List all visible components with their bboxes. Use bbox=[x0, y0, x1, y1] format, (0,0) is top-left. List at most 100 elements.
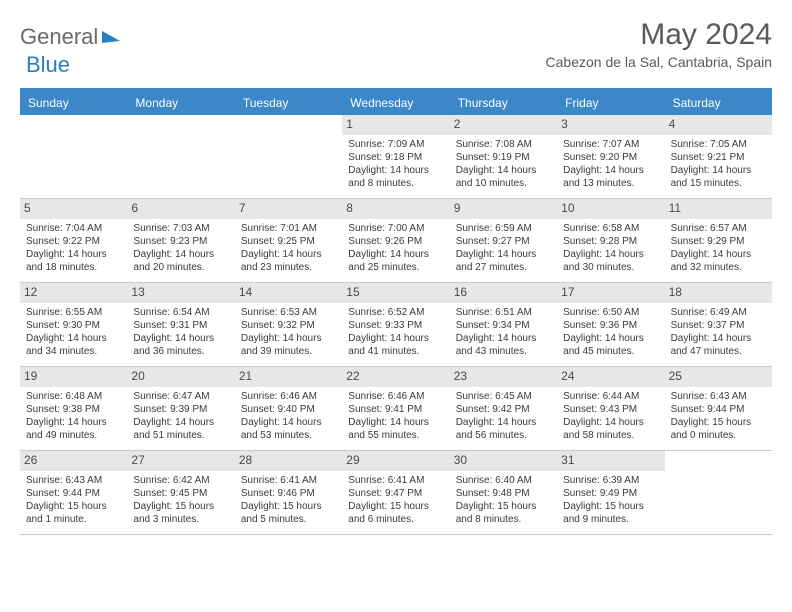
day-cell: 21 Sunrise: 6:46 AMSunset: 9:40 PMDayligh… bbox=[235, 367, 342, 451]
day-details: Sunrise: 7:07 AMSunset: 9:20 PMDaylight:… bbox=[563, 138, 658, 190]
day-number: 29 bbox=[342, 451, 449, 471]
day-cell bbox=[235, 115, 342, 199]
day-cell: 2 Sunrise: 7:08 AMSunset: 9:19 PMDaylight… bbox=[450, 115, 557, 199]
day-details: Sunrise: 6:40 AMSunset: 9:48 PMDaylight:… bbox=[456, 474, 551, 526]
day-cell: 11 Sunrise: 6:57 AMSunset: 9:29 PMDayligh… bbox=[665, 199, 772, 283]
day-details: Sunrise: 7:04 AMSunset: 9:22 PMDaylight:… bbox=[26, 222, 121, 274]
day-number: 21 bbox=[235, 367, 342, 387]
day-details: Sunrise: 6:41 AMSunset: 9:46 PMDaylight:… bbox=[241, 474, 336, 526]
day-number: 18 bbox=[665, 283, 772, 303]
day-cell: 29 Sunrise: 6:41 AMSunset: 9:47 PMDayligh… bbox=[342, 451, 449, 535]
day-cell: 24 Sunrise: 6:44 AMSunset: 9:43 PMDayligh… bbox=[557, 367, 664, 451]
day-number: 8 bbox=[342, 199, 449, 219]
day-cell: 10 Sunrise: 6:58 AMSunset: 9:28 PMDayligh… bbox=[557, 199, 664, 283]
day-number: 26 bbox=[20, 451, 127, 471]
day-details: Sunrise: 6:39 AMSunset: 9:49 PMDaylight:… bbox=[563, 474, 658, 526]
day-details: Sunrise: 6:53 AMSunset: 9:32 PMDaylight:… bbox=[241, 306, 336, 358]
calendar: SundayMondayTuesdayWednesdayThursdayFrid… bbox=[20, 88, 772, 535]
col-header: Tuesday bbox=[235, 91, 342, 115]
week-row: 26 Sunrise: 6:43 AMSunset: 9:44 PMDayligh… bbox=[20, 451, 772, 535]
day-number: 22 bbox=[342, 367, 449, 387]
weeks-container: 1 Sunrise: 7:09 AMSunset: 9:18 PMDaylight… bbox=[20, 115, 772, 535]
col-header: Saturday bbox=[665, 91, 772, 115]
day-cell: 23 Sunrise: 6:45 AMSunset: 9:42 PMDayligh… bbox=[450, 367, 557, 451]
day-details: Sunrise: 6:44 AMSunset: 9:43 PMDaylight:… bbox=[563, 390, 658, 442]
day-details: Sunrise: 6:49 AMSunset: 9:37 PMDaylight:… bbox=[671, 306, 766, 358]
day-details: Sunrise: 7:03 AMSunset: 9:23 PMDaylight:… bbox=[133, 222, 228, 274]
logo-word2: Blue bbox=[26, 52, 70, 78]
day-number: 6 bbox=[127, 199, 234, 219]
day-number: 9 bbox=[450, 199, 557, 219]
day-cell: 18 Sunrise: 6:49 AMSunset: 9:37 PMDayligh… bbox=[665, 283, 772, 367]
col-header: Monday bbox=[127, 91, 234, 115]
day-cell: 4Sunrise: 7:05 AMSunset: 9:21 PMDaylight… bbox=[665, 115, 772, 199]
day-cell: 22 Sunrise: 6:46 AMSunset: 9:41 PMDayligh… bbox=[342, 367, 449, 451]
day-details: Sunrise: 6:50 AMSunset: 9:36 PMDaylight:… bbox=[563, 306, 658, 358]
day-cell bbox=[665, 451, 772, 535]
day-cell: 3Sunrise: 7:07 AMSunset: 9:20 PMDaylight… bbox=[557, 115, 664, 199]
day-details: Sunrise: 6:59 AMSunset: 9:27 PMDaylight:… bbox=[456, 222, 551, 274]
day-cell: 28Sunrise: 6:41 AMSunset: 9:46 PMDayligh… bbox=[235, 451, 342, 535]
col-header: Friday bbox=[557, 91, 664, 115]
day-cell: 1 Sunrise: 7:09 AMSunset: 9:18 PMDaylight… bbox=[342, 115, 449, 199]
page-title: May 2024 bbox=[546, 18, 772, 52]
day-number: 30 bbox=[450, 451, 557, 471]
location: Cabezon de la Sal, Cantabria, Spain bbox=[546, 54, 772, 70]
day-number: 17 bbox=[557, 283, 664, 303]
day-number: 24 bbox=[557, 367, 664, 387]
day-details: Sunrise: 6:48 AMSunset: 9:38 PMDaylight:… bbox=[26, 390, 121, 442]
day-details: Sunrise: 6:43 AMSunset: 9:44 PMDaylight:… bbox=[26, 474, 121, 526]
week-row: 19 Sunrise: 6:48 AMSunset: 9:38 PMDayligh… bbox=[20, 367, 772, 451]
col-header: Sunday bbox=[20, 91, 127, 115]
day-number: 19 bbox=[20, 367, 127, 387]
day-number: 25 bbox=[665, 367, 772, 387]
day-cell: 13Sunrise: 6:54 AMSunset: 9:31 PMDayligh… bbox=[127, 283, 234, 367]
day-details: Sunrise: 6:42 AMSunset: 9:45 PMDaylight:… bbox=[133, 474, 228, 526]
col-header: Wednesday bbox=[342, 91, 449, 115]
day-number: 7 bbox=[235, 199, 342, 219]
day-number: 20 bbox=[127, 367, 234, 387]
day-details: Sunrise: 7:00 AMSunset: 9:26 PMDaylight:… bbox=[348, 222, 443, 274]
day-number: 2 bbox=[450, 115, 557, 135]
day-details: Sunrise: 6:57 AMSunset: 9:29 PMDaylight:… bbox=[671, 222, 766, 274]
day-details: Sunrise: 7:08 AMSunset: 9:19 PMDaylight:… bbox=[456, 138, 551, 190]
day-details: Sunrise: 6:47 AMSunset: 9:39 PMDaylight:… bbox=[133, 390, 228, 442]
day-number: 16 bbox=[450, 283, 557, 303]
logo: General bbox=[20, 24, 120, 50]
day-number: 11 bbox=[665, 199, 772, 219]
day-cell: 14 Sunrise: 6:53 AMSunset: 9:32 PMDayligh… bbox=[235, 283, 342, 367]
header-row: SundayMondayTuesdayWednesdayThursdayFrid… bbox=[20, 91, 772, 115]
day-details: Sunrise: 6:46 AMSunset: 9:40 PMDaylight:… bbox=[241, 390, 336, 442]
day-details: Sunrise: 6:43 AMSunset: 9:44 PMDaylight:… bbox=[671, 390, 766, 442]
day-details: Sunrise: 6:45 AMSunset: 9:42 PMDaylight:… bbox=[456, 390, 551, 442]
day-cell: 15 Sunrise: 6:52 AMSunset: 9:33 PMDayligh… bbox=[342, 283, 449, 367]
day-cell: 30 Sunrise: 6:40 AMSunset: 9:48 PMDayligh… bbox=[450, 451, 557, 535]
day-number: 4 bbox=[665, 115, 772, 135]
col-header: Thursday bbox=[450, 91, 557, 115]
day-number: 1 bbox=[342, 115, 449, 135]
day-number: 27 bbox=[127, 451, 234, 471]
day-cell: 26 Sunrise: 6:43 AMSunset: 9:44 PMDayligh… bbox=[20, 451, 127, 535]
day-cell: 7Sunrise: 7:01 AMSunset: 9:25 PMDaylight… bbox=[235, 199, 342, 283]
day-cell: 5 Sunrise: 7:04 AMSunset: 9:22 PMDaylight… bbox=[20, 199, 127, 283]
day-cell: 25 Sunrise: 6:43 AMSunset: 9:44 PMDayligh… bbox=[665, 367, 772, 451]
day-details: Sunrise: 6:41 AMSunset: 9:47 PMDaylight:… bbox=[348, 474, 443, 526]
day-number: 5 bbox=[20, 199, 127, 219]
day-number: 10 bbox=[557, 199, 664, 219]
day-details: Sunrise: 6:52 AMSunset: 9:33 PMDaylight:… bbox=[348, 306, 443, 358]
day-details: Sunrise: 7:09 AMSunset: 9:18 PMDaylight:… bbox=[348, 138, 443, 190]
day-number: 15 bbox=[342, 283, 449, 303]
day-cell: 19 Sunrise: 6:48 AMSunset: 9:38 PMDayligh… bbox=[20, 367, 127, 451]
day-cell bbox=[127, 115, 234, 199]
day-number: 14 bbox=[235, 283, 342, 303]
day-cell: 8 Sunrise: 7:00 AMSunset: 9:26 PMDaylight… bbox=[342, 199, 449, 283]
day-cell: 6 Sunrise: 7:03 AMSunset: 9:23 PMDaylight… bbox=[127, 199, 234, 283]
day-number: 13 bbox=[127, 283, 234, 303]
day-number: 23 bbox=[450, 367, 557, 387]
day-details: Sunrise: 6:46 AMSunset: 9:41 PMDaylight:… bbox=[348, 390, 443, 442]
day-cell: 12Sunrise: 6:55 AMSunset: 9:30 PMDayligh… bbox=[20, 283, 127, 367]
week-row: 5 Sunrise: 7:04 AMSunset: 9:22 PMDaylight… bbox=[20, 199, 772, 283]
day-details: Sunrise: 6:58 AMSunset: 9:28 PMDaylight:… bbox=[563, 222, 658, 274]
logo-mark-icon bbox=[102, 29, 120, 43]
day-cell: 31Sunrise: 6:39 AMSunset: 9:49 PMDayligh… bbox=[557, 451, 664, 535]
